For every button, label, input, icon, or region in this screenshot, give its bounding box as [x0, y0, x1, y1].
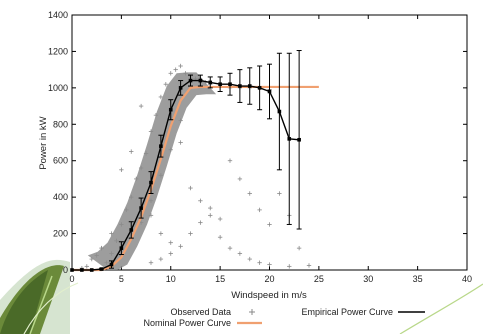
observed-point — [208, 205, 213, 211]
empirical-power-curve — [70, 50, 302, 272]
empirical-point — [237, 69, 243, 103]
observed-point — [138, 103, 144, 109]
observed-point — [296, 245, 302, 251]
empirical-point — [178, 80, 184, 96]
x-tick-label: 20 — [264, 274, 274, 284]
y-tick-label: 1400 — [48, 10, 68, 20]
observed-point — [168, 251, 173, 256]
legend-nominal-label: Nominal Power Curve — [143, 318, 231, 328]
y-tick-label: 800 — [53, 119, 68, 129]
observed-point — [217, 216, 223, 222]
observed-point — [306, 263, 312, 268]
legend: Observed Data Empirical Power Curve Nomi… — [143, 307, 425, 328]
x-tick-label: 5 — [119, 274, 124, 284]
observed-point — [267, 222, 272, 227]
axis-ticks — [71, 14, 468, 271]
y-axis-label: Power in kW — [38, 116, 49, 169]
observed-point — [148, 260, 154, 265]
empirical-point — [296, 50, 302, 230]
empirical-point — [158, 134, 164, 158]
x-tick-label: 40 — [462, 274, 472, 284]
observed-point — [257, 260, 262, 265]
empirical-point — [128, 221, 134, 239]
empirical-point — [188, 74, 193, 87]
observed-point — [198, 198, 203, 203]
observed-point — [247, 191, 252, 196]
observed-point — [247, 256, 252, 262]
empirical-point — [89, 268, 94, 272]
observed-point — [158, 231, 164, 236]
observed-point — [198, 220, 203, 225]
empirical-point — [257, 65, 263, 111]
observed-point — [158, 256, 164, 262]
observed-point — [129, 149, 134, 154]
y-tick-label: 1200 — [48, 46, 68, 56]
observed-point — [208, 213, 213, 218]
x-tick-label: 25 — [314, 274, 324, 284]
empirical-point — [227, 72, 233, 96]
x-axis-label: Windspeed in m/s — [231, 290, 307, 301]
empirical-point — [267, 63, 272, 120]
observed-point — [227, 158, 233, 163]
x-tick-label: 35 — [413, 274, 423, 284]
empirical-point — [247, 67, 253, 105]
observed-point — [237, 251, 243, 256]
legend-observed-marker — [249, 309, 255, 315]
observed-point — [119, 167, 124, 173]
empirical-point — [207, 76, 213, 89]
observed-point — [217, 235, 223, 240]
empirical-point — [99, 267, 105, 271]
legend-empirical-label: Empirical Power Curve — [301, 307, 393, 317]
empirical-point — [70, 268, 74, 272]
empirical-point — [138, 197, 144, 219]
observed-point — [227, 245, 233, 251]
x-tick-label: 10 — [166, 274, 176, 284]
empirical-point — [197, 74, 203, 87]
observed-point — [188, 231, 193, 236]
observed-point — [178, 244, 183, 249]
observed-point — [163, 82, 169, 87]
empirical-point — [109, 260, 114, 269]
observed-point — [173, 67, 178, 72]
y-tick-label: 200 — [53, 229, 68, 239]
x-tick-label: 30 — [363, 274, 373, 284]
x-tick-labels: 0 5 10 15 20 25 30 35 40 — [69, 274, 472, 284]
empirical-point — [217, 76, 223, 92]
observed-point — [178, 140, 183, 145]
empirical-point — [80, 268, 84, 272]
empirical-point — [118, 241, 124, 256]
background-decoration — [0, 259, 483, 334]
observed-point — [188, 185, 193, 191]
y-tick-label: 600 — [53, 156, 68, 166]
observed-point — [237, 176, 243, 182]
observed-point — [277, 191, 282, 196]
empirical-point — [148, 171, 154, 194]
observed-point — [168, 71, 173, 76]
observed-point — [178, 63, 183, 69]
observed-point — [168, 240, 173, 245]
legend-observed-label: Observed Data — [170, 307, 231, 317]
observed-point — [257, 207, 262, 213]
y-tick-label: 400 — [53, 192, 68, 202]
observed-point — [287, 264, 292, 269]
empirical-point — [286, 52, 292, 225]
empirical-point — [168, 99, 174, 121]
empirical-point — [276, 52, 282, 171]
y-tick-label: 1000 — [48, 83, 68, 93]
x-tick-label: 0 — [69, 274, 74, 284]
observed-point — [84, 264, 90, 269]
y-tick-label: 0 — [63, 265, 68, 275]
observed-point — [267, 262, 272, 267]
x-tick-label: 15 — [215, 274, 225, 284]
observed-point — [158, 94, 164, 100]
y-tick-labels: 0 200 400 600 800 1000 1200 1400 — [48, 10, 68, 275]
